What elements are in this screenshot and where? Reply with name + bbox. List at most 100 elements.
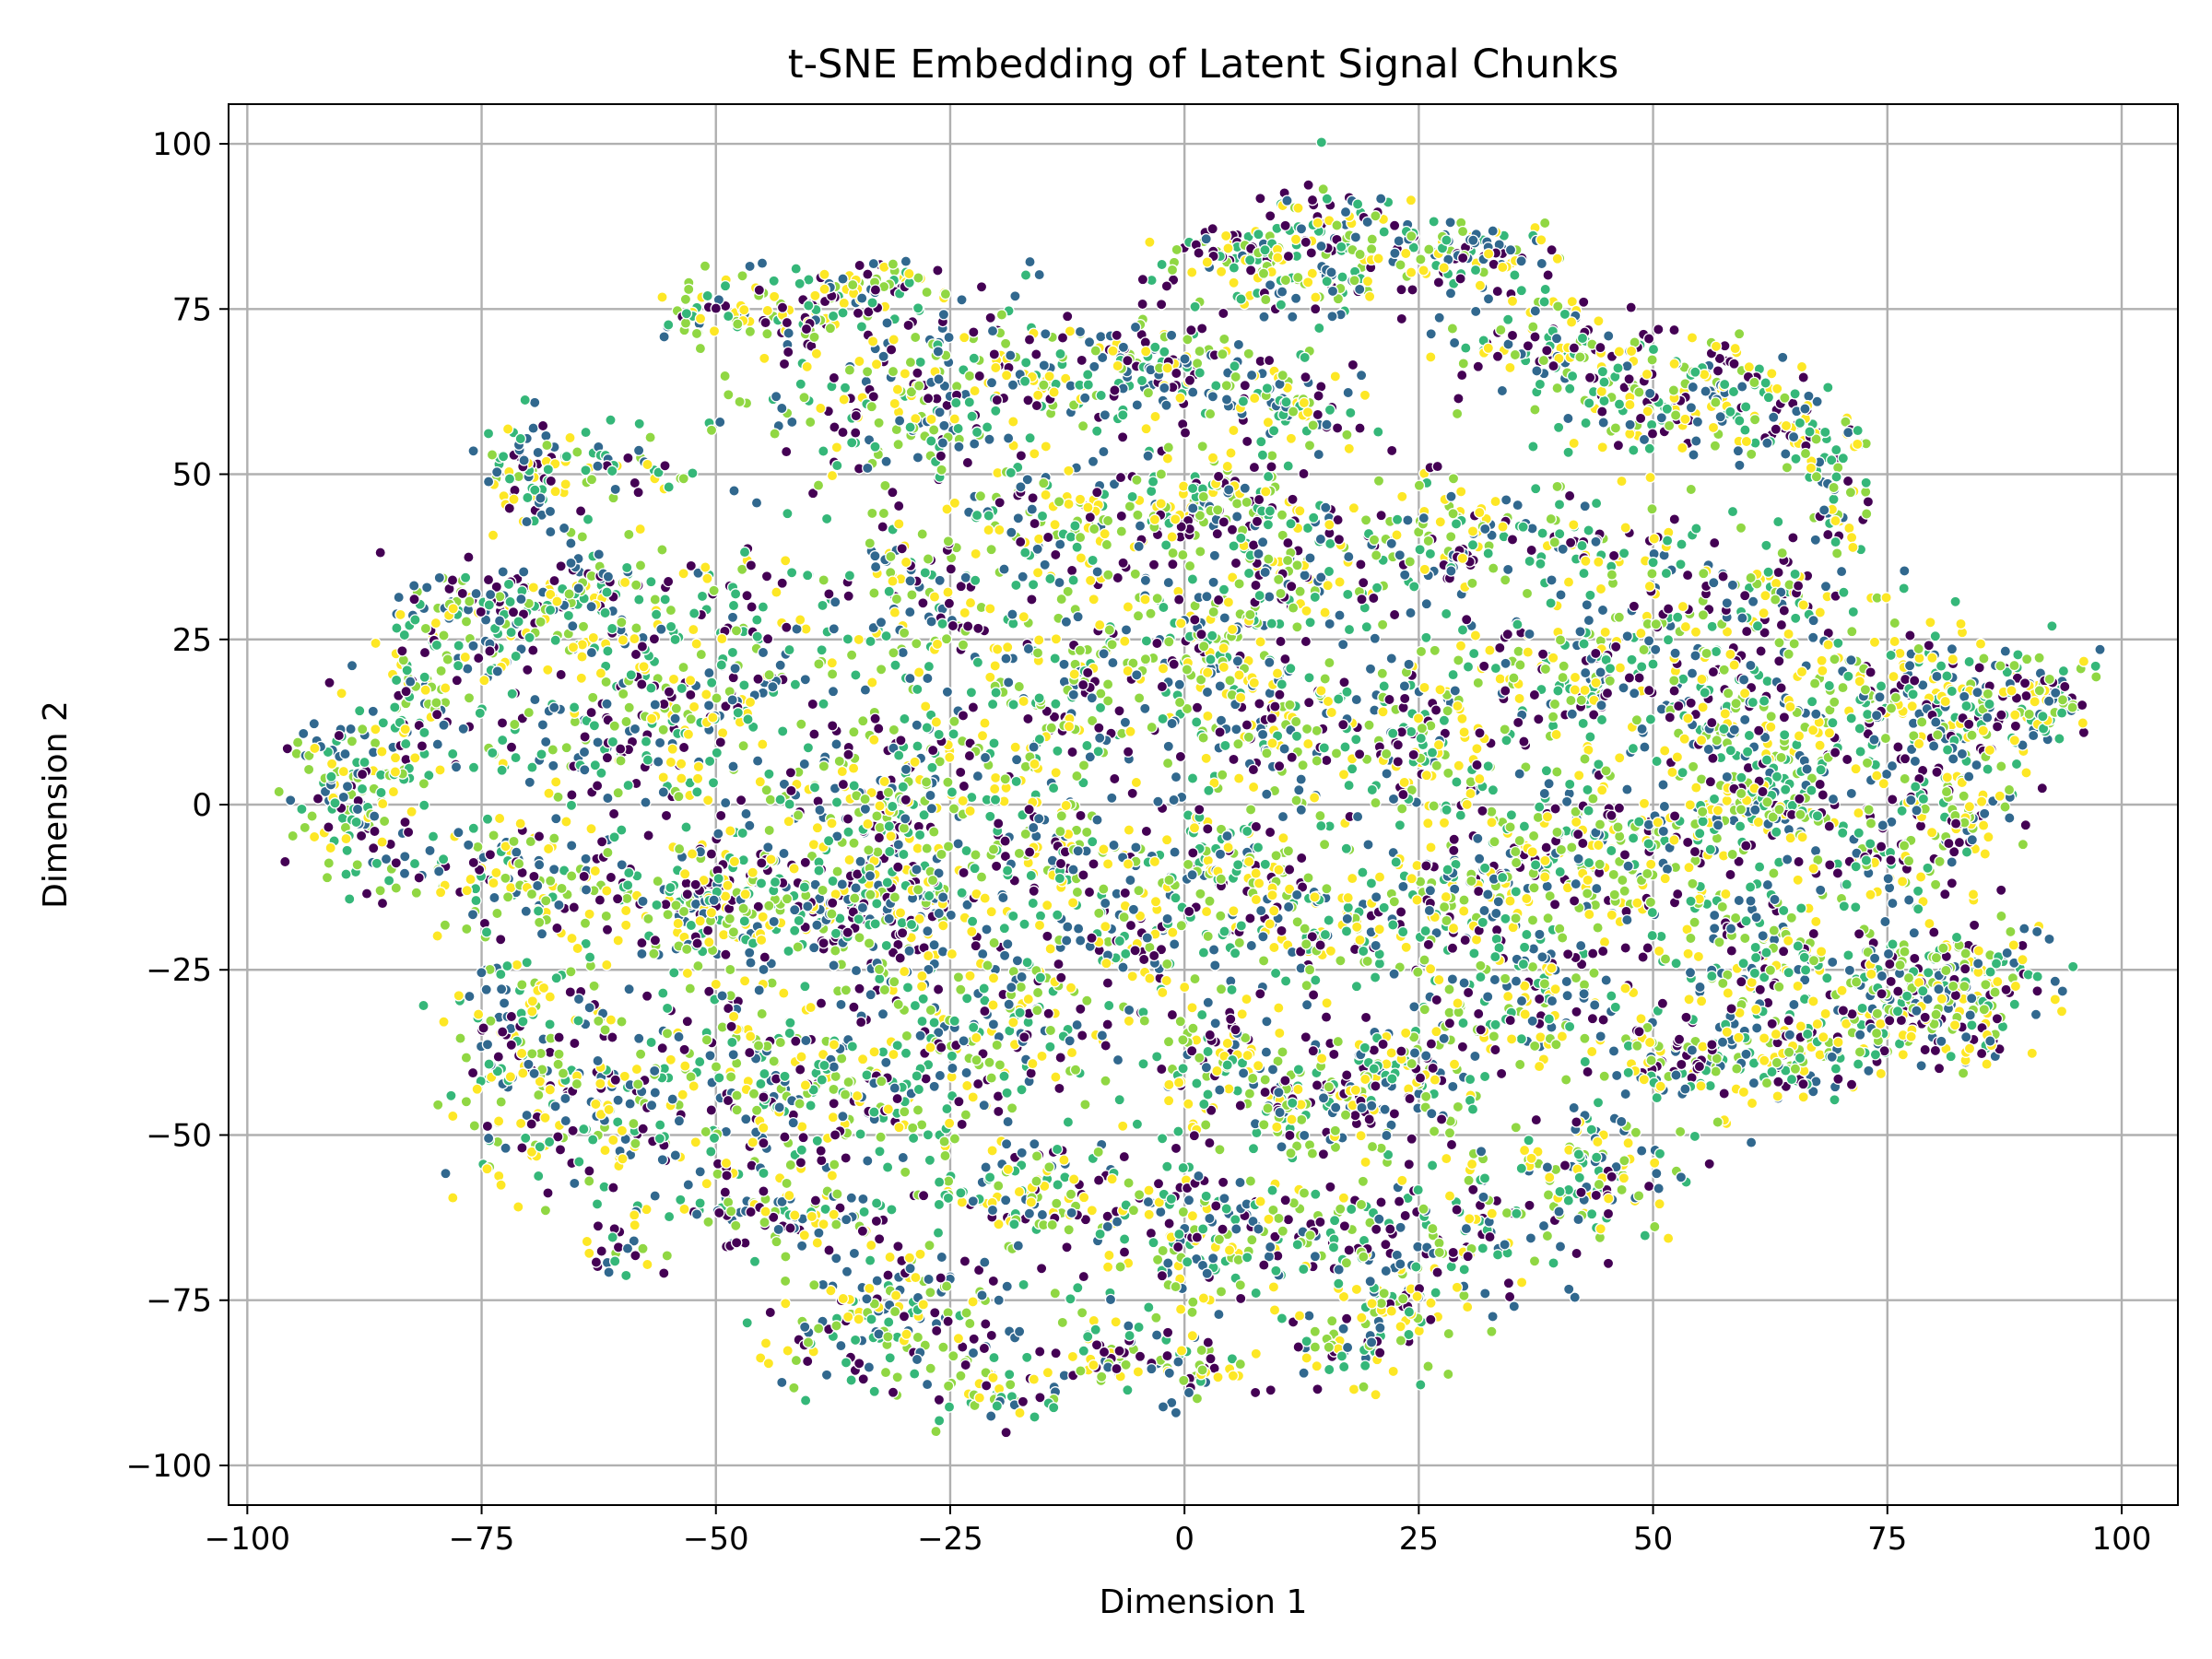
scatter-point	[705, 1146, 717, 1158]
scatter-point	[982, 959, 994, 971]
scatter-point	[656, 544, 668, 556]
scatter-point	[1189, 972, 1201, 985]
scatter-point	[1374, 193, 1387, 205]
scatter-point	[929, 1307, 941, 1319]
scatter-point	[1202, 823, 1214, 835]
scatter-point	[616, 616, 628, 629]
scatter-point	[911, 719, 924, 731]
scatter-point	[700, 1177, 713, 1190]
scatter-point	[899, 368, 912, 380]
scatter-point	[694, 1166, 706, 1178]
scatter-point	[1301, 406, 1314, 418]
scatter-point	[1102, 569, 1114, 581]
scatter-point	[1033, 1346, 1046, 1358]
scatter-point	[1092, 1174, 1105, 1186]
scatter-point	[826, 720, 839, 732]
scatter-point	[782, 507, 794, 520]
scatter-point	[798, 1321, 811, 1334]
scatter-point	[975, 871, 988, 883]
scatter-point	[632, 486, 644, 499]
scatter-point	[299, 821, 312, 834]
scatter-point	[621, 1242, 634, 1254]
scatter-point	[758, 1167, 770, 1180]
scatter-point	[1129, 321, 1142, 334]
scatter-point	[959, 571, 972, 583]
scatter-point	[904, 606, 916, 618]
scatter-point	[1355, 559, 1367, 571]
scatter-point	[496, 717, 509, 729]
scatter-point	[312, 793, 324, 805]
scatter-point	[615, 755, 627, 767]
scatter-point	[1071, 886, 1084, 899]
scatter-point	[843, 364, 856, 376]
scatter-point	[883, 585, 895, 597]
scatter-point	[911, 1353, 924, 1366]
scatter-point	[376, 836, 388, 848]
scatter-point	[607, 1134, 619, 1147]
scatter-point	[1065, 1188, 1077, 1200]
scatter-point	[1139, 653, 1152, 665]
scatter-point	[924, 1362, 936, 1374]
scatter-point	[763, 768, 775, 781]
scatter-point	[701, 572, 713, 584]
scatter-point	[1191, 357, 1204, 370]
scatter-point	[1049, 518, 1061, 531]
scatter-point	[579, 764, 591, 776]
scatter-point	[978, 1099, 990, 1112]
scatter-point	[420, 582, 433, 594]
scatter-point	[470, 894, 482, 907]
scatter-point	[1303, 440, 1316, 452]
scatter-point	[780, 1298, 792, 1310]
scatter-point	[1087, 455, 1100, 467]
scatter-point	[1150, 1051, 1163, 1063]
scatter-point	[828, 623, 841, 635]
scatter-point	[1182, 1194, 1195, 1206]
scatter-point	[1339, 206, 1352, 218]
scatter-point	[899, 712, 911, 725]
scatter-point	[273, 785, 285, 798]
scatter-point	[959, 1359, 971, 1371]
scatter-point	[1155, 468, 1168, 480]
scatter-point	[1119, 887, 1132, 900]
scatter-point	[998, 563, 1010, 575]
scatter-point	[696, 590, 709, 603]
scatter-point	[759, 316, 771, 329]
scatter-point	[888, 891, 901, 903]
scatter-point	[491, 907, 503, 920]
scatter-point	[1188, 821, 1201, 834]
scatter-point	[826, 818, 838, 830]
scatter-point	[1101, 1018, 1113, 1030]
scatter-point	[1077, 1345, 1090, 1357]
scatter-point	[1197, 640, 1210, 653]
scatter-point	[1109, 384, 1121, 396]
scatter-point	[955, 983, 967, 995]
scatter-point	[1262, 519, 1275, 531]
scatter-point	[1127, 903, 1140, 916]
scatter-point	[629, 648, 642, 661]
scatter-point	[673, 842, 686, 855]
scatter-point	[1227, 1370, 1240, 1382]
scatter-point	[1036, 510, 1049, 523]
scatter-point	[592, 460, 604, 472]
scatter-point	[1133, 692, 1146, 704]
scatter-point	[745, 957, 757, 969]
scatter-point	[396, 645, 408, 657]
scatter-point	[957, 639, 970, 651]
scatter-point	[988, 348, 1001, 360]
scatter-point	[1002, 1163, 1015, 1176]
scatter-point	[1244, 608, 1256, 621]
scatter-point	[899, 1105, 911, 1118]
scatter-point	[990, 687, 1002, 699]
scatter-point	[1067, 1173, 1080, 1185]
scatter-point	[956, 1118, 968, 1131]
scatter-point	[960, 993, 973, 1005]
scatter-point	[722, 879, 734, 891]
scatter-point	[921, 722, 934, 734]
scatter-point	[553, 1031, 565, 1043]
scatter-point	[586, 691, 599, 704]
scatter-point	[933, 1394, 946, 1406]
scatter-point	[1076, 1030, 1088, 1041]
scatter-point	[1160, 280, 1173, 292]
scatter-point	[985, 376, 998, 389]
scatter-point	[720, 948, 732, 960]
